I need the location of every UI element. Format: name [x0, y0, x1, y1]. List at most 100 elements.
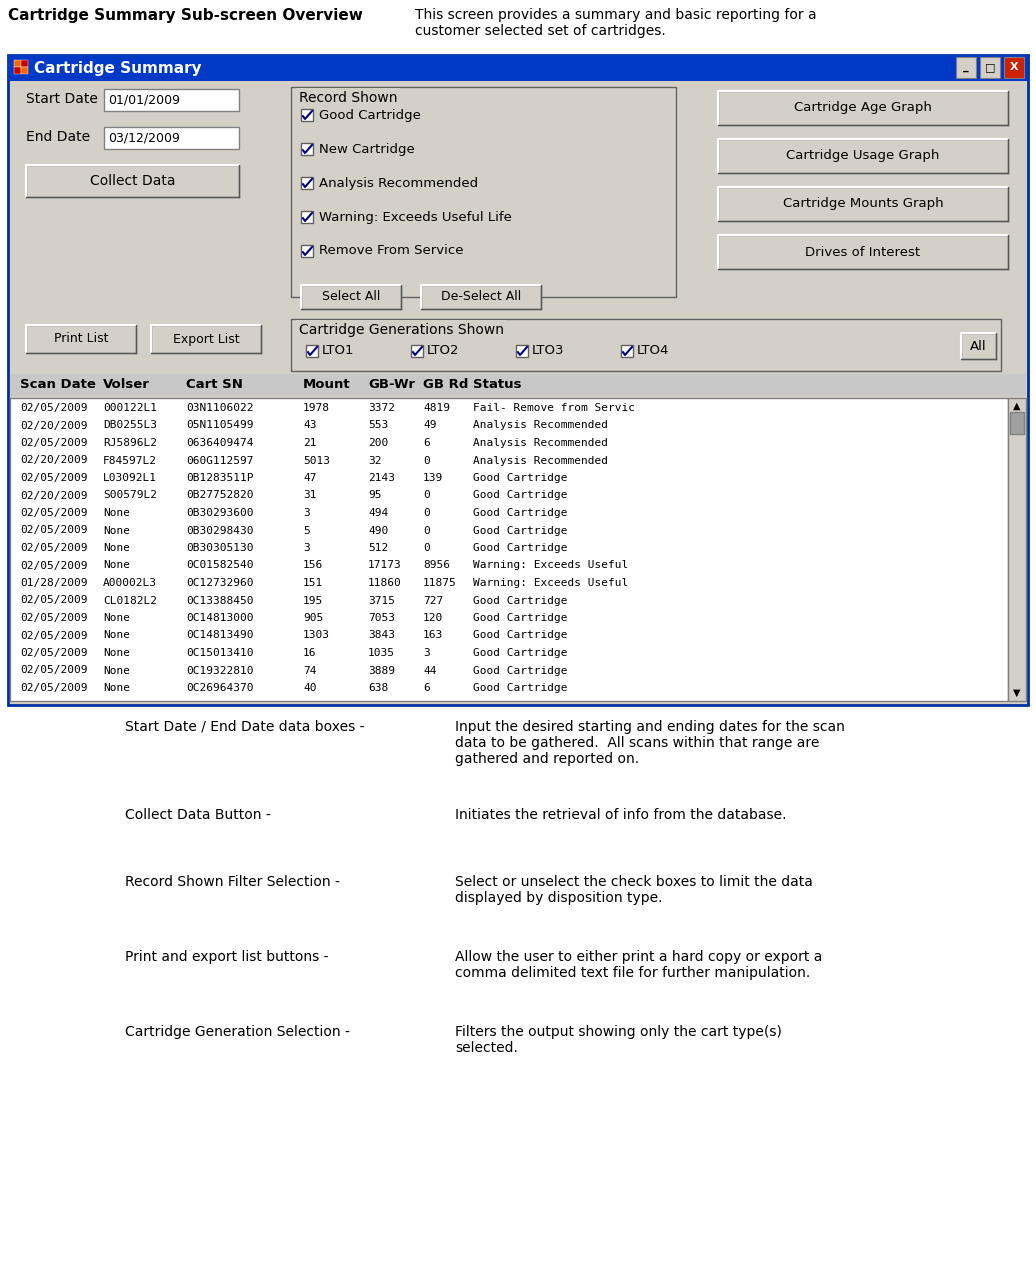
Text: 02/05/2009: 02/05/2009	[20, 474, 87, 482]
Text: 02/20/2009: 02/20/2009	[20, 456, 87, 466]
Bar	[104, 128, 239, 149]
Text: 02/05/2009: 02/05/2009	[20, 666, 87, 676]
Text: 02/05/2009: 02/05/2009	[20, 683, 87, 693]
Text: 000122L1: 000122L1	[103, 403, 157, 413]
Text: 163: 163	[423, 630, 443, 640]
Text: 05N1105499: 05N1105499	[186, 421, 254, 431]
Bar	[10, 374, 1026, 397]
Text: Cartridge Age Graph: Cartridge Age Graph	[794, 101, 932, 115]
Text: Print and export list buttons -: Print and export list buttons -	[125, 950, 328, 964]
Text: 139: 139	[423, 474, 443, 482]
Text: Good Cartridge: Good Cartridge	[473, 490, 568, 500]
Bar	[151, 325, 261, 352]
Text: End Date: End Date	[26, 130, 90, 144]
Text: _: _	[963, 62, 969, 72]
Text: Allow the user to either print a hard copy or export a
comma delimited text file: Allow the user to either print a hard co…	[455, 950, 823, 980]
Text: 02/05/2009: 02/05/2009	[20, 438, 87, 448]
Text: Warning: Exceeds Useful: Warning: Exceeds Useful	[473, 578, 628, 589]
Text: Good Cartridge: Good Cartridge	[473, 613, 568, 623]
Text: 0C13388450: 0C13388450	[186, 595, 254, 605]
Text: Good Cartridge: Good Cartridge	[473, 666, 568, 676]
Bar	[301, 285, 401, 309]
Text: 7053: 7053	[368, 613, 395, 623]
Text: 0C12732960: 0C12732960	[186, 578, 254, 589]
Text: Good Cartridge: Good Cartridge	[473, 683, 568, 693]
Text: Good Cartridge: Good Cartridge	[473, 630, 568, 640]
Text: Analysis Recommended: Analysis Recommended	[319, 177, 479, 189]
Bar	[104, 88, 239, 111]
Text: Cartridge Mounts Graph: Cartridge Mounts Graph	[782, 197, 944, 211]
Text: LTO1: LTO1	[322, 345, 354, 357]
Text: Cartridge Summary: Cartridge Summary	[34, 61, 202, 76]
Text: S00579L2: S00579L2	[103, 490, 157, 500]
Bar	[961, 333, 996, 359]
Text: 0B27752820: 0B27752820	[186, 490, 254, 500]
Text: Good Cartridge: Good Cartridge	[473, 543, 568, 553]
Text: L03092L1: L03092L1	[103, 474, 157, 482]
Text: Select or unselect the check boxes to limit the data
displayed by disposition ty: Select or unselect the check boxes to li…	[455, 875, 813, 906]
Bar	[956, 57, 976, 78]
Text: 0C15013410: 0C15013410	[186, 648, 254, 658]
Text: None: None	[103, 683, 130, 693]
Text: 6: 6	[423, 438, 430, 448]
Text: GB Rd: GB Rd	[423, 379, 468, 392]
Text: 32: 32	[368, 456, 381, 466]
Text: None: None	[103, 543, 130, 553]
Text: 02/05/2009: 02/05/2009	[20, 595, 87, 605]
Text: None: None	[103, 648, 130, 658]
Text: 727: 727	[423, 595, 443, 605]
Text: Good Cartridge: Good Cartridge	[473, 525, 568, 536]
Text: Start Date: Start Date	[26, 92, 97, 106]
Bar	[1004, 57, 1024, 78]
Text: 0B30305130: 0B30305130	[186, 543, 254, 553]
Text: 490: 490	[368, 525, 388, 536]
Text: 0: 0	[423, 490, 430, 500]
Text: Print List: Print List	[54, 332, 108, 346]
Text: Input the desired starting and ending dates for the scan
data to be gathered.  A: Input the desired starting and ending da…	[455, 720, 845, 767]
Text: X: X	[1010, 62, 1018, 72]
Text: Warning: Exceeds Useful: Warning: Exceeds Useful	[473, 561, 628, 571]
Bar	[26, 165, 239, 197]
Text: Status: Status	[473, 379, 521, 392]
Text: New Cartridge: New Cartridge	[319, 143, 414, 155]
Bar	[301, 245, 313, 256]
Text: Collect Data Button -: Collect Data Button -	[125, 808, 270, 822]
Text: Record Shown: Record Shown	[299, 91, 398, 105]
Text: 6: 6	[423, 683, 430, 693]
Text: Analysis Recommended: Analysis Recommended	[473, 438, 608, 448]
Text: 31: 31	[303, 490, 317, 500]
Bar	[301, 143, 313, 155]
Text: Record Shown Filter Selection -: Record Shown Filter Selection -	[125, 875, 340, 889]
Text: 3889: 3889	[368, 666, 395, 676]
Bar	[291, 87, 677, 297]
Text: 40: 40	[303, 683, 317, 693]
Text: 47: 47	[303, 474, 317, 482]
Text: All: All	[970, 340, 987, 352]
Bar	[8, 56, 1028, 81]
Bar	[718, 91, 1008, 125]
Bar	[1008, 398, 1026, 701]
Text: F84597L2: F84597L2	[103, 456, 157, 466]
Text: 02/05/2009: 02/05/2009	[20, 508, 87, 518]
Text: Fail- Remove from Servic: Fail- Remove from Servic	[473, 403, 635, 413]
Text: LTO3: LTO3	[533, 345, 565, 357]
Text: Good Cartridge: Good Cartridge	[473, 595, 568, 605]
Bar	[411, 345, 423, 357]
Text: 02/05/2009: 02/05/2009	[20, 525, 87, 536]
Text: LTO2: LTO2	[427, 345, 460, 357]
Text: 553: 553	[368, 421, 388, 431]
Text: 11875: 11875	[423, 578, 457, 589]
Bar	[26, 325, 136, 352]
Text: 638: 638	[368, 683, 388, 693]
Text: 11860: 11860	[368, 578, 402, 589]
Text: 3715: 3715	[368, 595, 395, 605]
Text: None: None	[103, 630, 130, 640]
Bar	[306, 345, 318, 357]
Text: 02/05/2009: 02/05/2009	[20, 561, 87, 571]
Text: 1303: 1303	[303, 630, 330, 640]
Text: Mount: Mount	[303, 379, 350, 392]
Text: 0C26964370: 0C26964370	[186, 683, 254, 693]
Bar	[301, 109, 313, 121]
Bar	[301, 177, 313, 189]
Text: Cart SN: Cart SN	[186, 379, 242, 392]
